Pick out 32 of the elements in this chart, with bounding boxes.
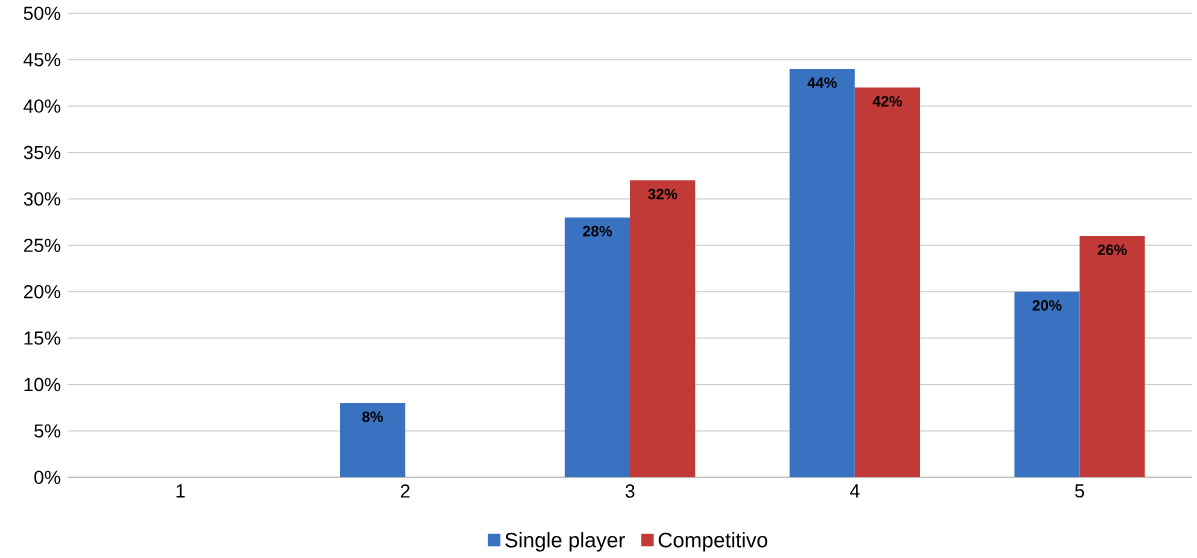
bar [564,217,630,478]
y-tick-label: 30% [23,192,61,206]
y-tick-label: 10% [24,377,61,392]
bar [1014,291,1080,478]
x-tick-label: 3 [625,484,635,498]
x-tick-label: 1 [176,484,185,498]
bar [854,87,920,478]
data-label: 44% [807,77,837,88]
data-label: 32% [647,188,678,200]
x-tick-label: 5 [1075,484,1085,498]
y-tick-label: 45% [23,52,61,67]
data-label: 42% [872,95,902,107]
y-tick-label: 20% [24,284,61,299]
legend-label: Single player [505,532,625,552]
y-tick-label: 15% [24,331,61,345]
bar [789,68,855,478]
data-label: 8% [362,411,383,422]
bar [630,180,696,478]
data-label: 20% [1032,299,1062,311]
y-tick-label: 40% [23,99,61,113]
y-tick-label: 0% [34,470,61,484]
x-tick-label: 2 [400,484,410,498]
data-label: 28% [582,225,612,237]
data-label: 26% [1097,244,1127,255]
legend-label: Competitivo [658,532,768,552]
y-tick-label: 50% [23,6,61,20]
bar [1079,235,1145,478]
bar [340,402,406,478]
y-tick-label: 35% [23,145,61,160]
y-tick-label: 5% [34,424,61,438]
x-tick-label: 4 [849,484,860,498]
y-tick-label: 25% [24,238,61,252]
